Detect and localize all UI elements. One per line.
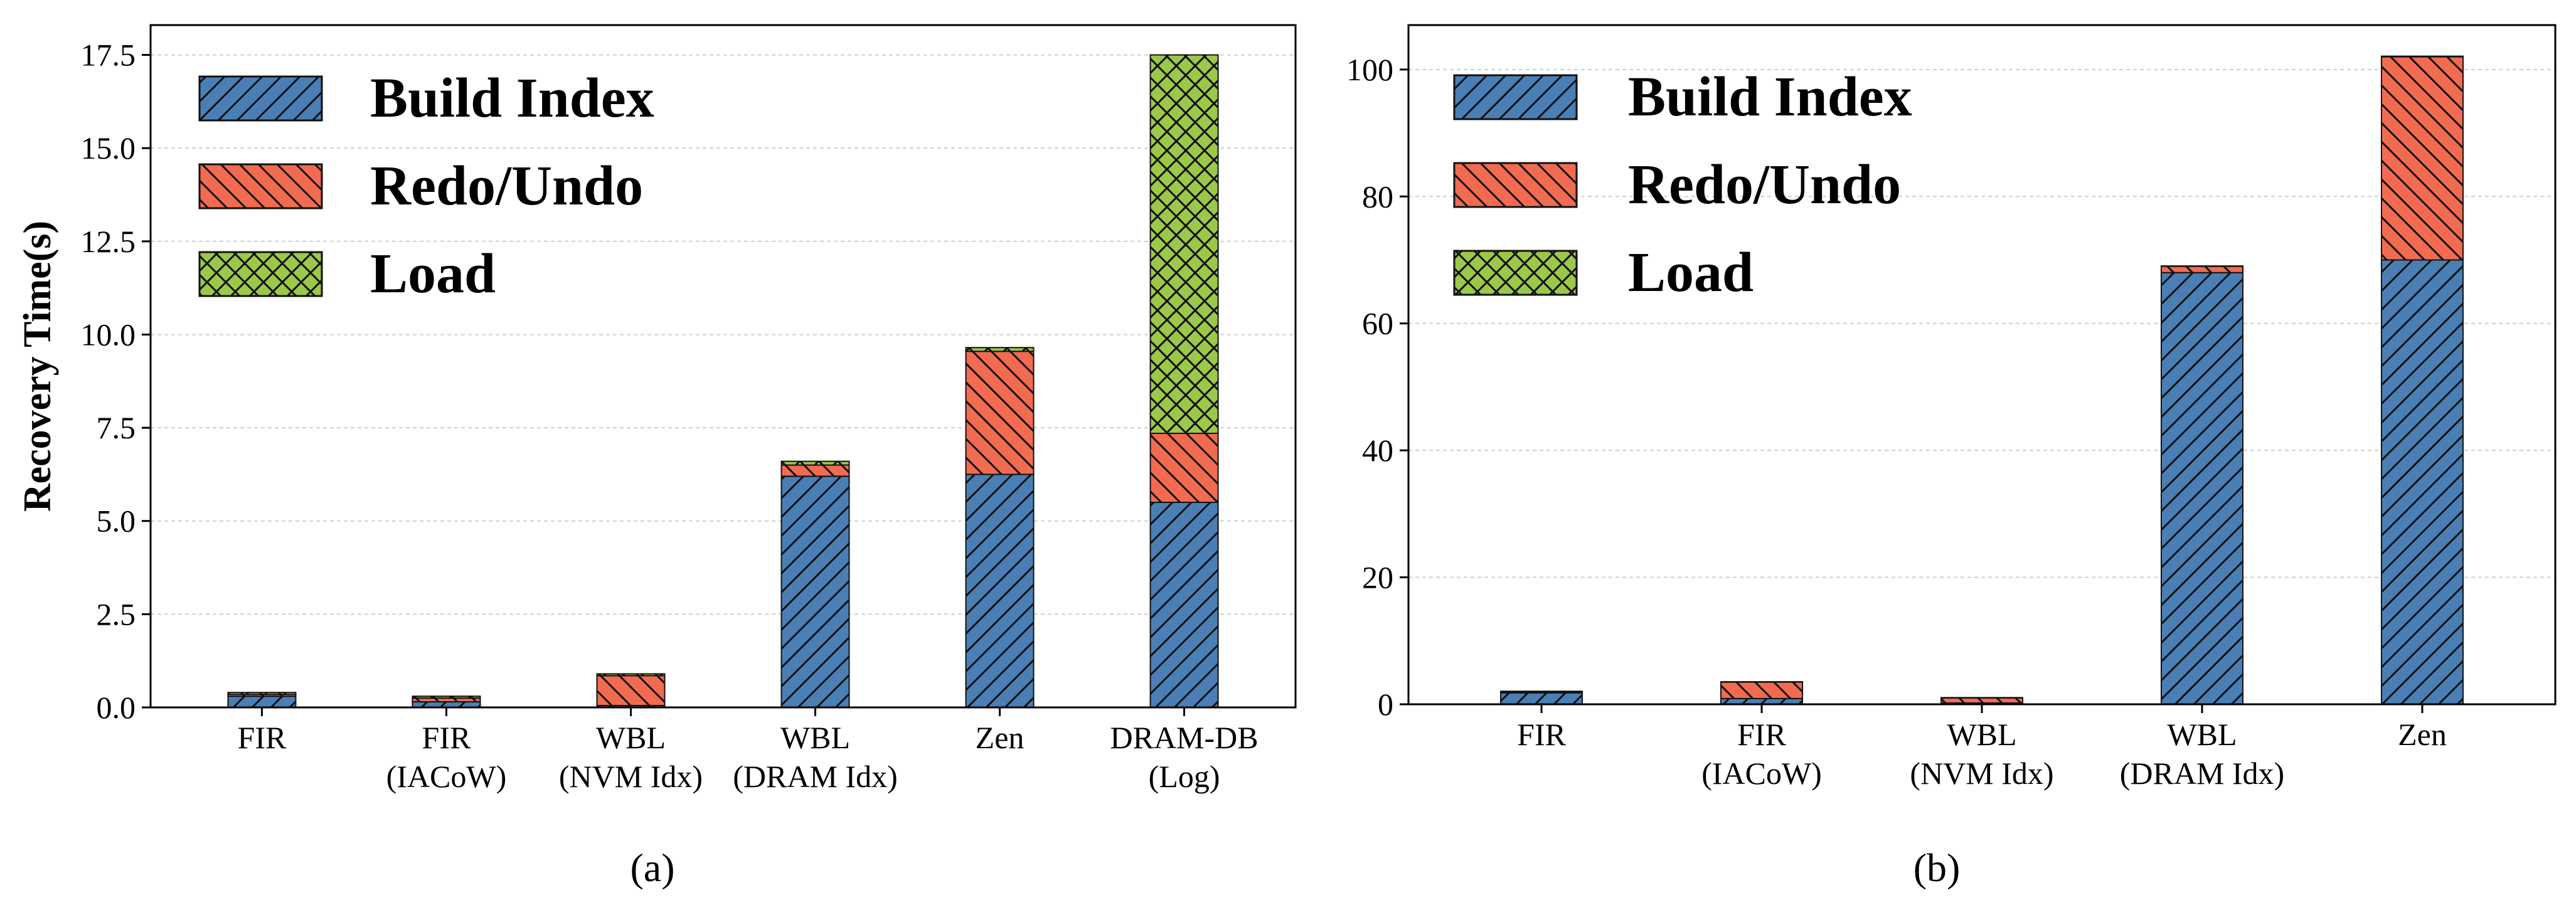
bar-redo — [1150, 433, 1218, 503]
legend-label-redo: Redo/Undo — [1628, 154, 1901, 216]
bar-redo — [2381, 56, 2463, 260]
bar-load — [2161, 266, 2243, 267]
y-tick-label: 5.0 — [97, 504, 136, 539]
legend-label-load: Load — [370, 243, 496, 305]
bar-build — [1721, 698, 1803, 704]
bar-build — [2161, 272, 2243, 705]
x-tick-label: (NVM Idx) — [1910, 756, 2053, 791]
x-tick-label: WBL — [780, 720, 850, 755]
y-tick-label: 100 — [1346, 52, 1393, 87]
bar-redo — [2161, 266, 2243, 273]
bar-redo — [966, 351, 1034, 475]
bar-build — [1501, 692, 1583, 704]
legend-swatch-redo — [1453, 162, 1578, 208]
bar-build — [781, 476, 849, 707]
panel-caption: (a) — [630, 845, 674, 890]
x-tick-label: Zen — [2398, 717, 2447, 752]
legend-swatch-load — [1453, 250, 1578, 296]
panel-caption: (b) — [1913, 845, 1961, 890]
bar-redo — [1721, 682, 1803, 699]
bar-load — [1150, 55, 1218, 434]
x-tick-label: WBL — [1947, 717, 2016, 752]
bar-load — [2381, 56, 2463, 57]
y-tick-label: 7.5 — [97, 410, 136, 445]
legend-label-load: Load — [1628, 241, 1754, 304]
x-tick-label: WBL — [596, 720, 666, 755]
y-tick-label: 0.0 — [97, 690, 136, 725]
x-tick-label: WBL — [2167, 717, 2237, 752]
y-tick-label: 20 — [1362, 560, 1393, 595]
x-tick-label: (IACoW) — [1701, 756, 1822, 791]
y-tick-label: 80 — [1362, 179, 1393, 214]
bar-redo — [1501, 691, 1583, 693]
bar-load — [597, 674, 665, 676]
y-tick-label: 15.0 — [81, 130, 136, 166]
y-tick-label: 10.0 — [81, 317, 136, 352]
y-tick-label: 60 — [1362, 306, 1393, 341]
bar-load — [966, 347, 1034, 352]
bar-build — [228, 696, 296, 707]
bar-load — [1941, 697, 2023, 698]
x-tick-label: FIR — [422, 720, 471, 755]
legend-label-redo: Redo/Undo — [370, 155, 643, 217]
legend-label-build: Build Index — [1628, 66, 1912, 128]
bar-build — [1150, 502, 1218, 707]
x-tick-label: FIR — [1737, 717, 1786, 752]
bar-load — [412, 696, 481, 699]
x-tick-label: DRAM-DB — [1110, 720, 1258, 755]
bar-build — [966, 474, 1034, 707]
x-tick-label: FIR — [1517, 717, 1566, 752]
x-tick-label: (IACoW) — [386, 759, 507, 794]
bar-redo — [228, 694, 296, 697]
x-tick-label: (DRAM Idx) — [2120, 756, 2284, 791]
plot-frame — [1407, 24, 2557, 706]
y-tick-label: 2.5 — [97, 596, 136, 632]
x-tick-label: (NVM Idx) — [559, 759, 703, 794]
x-tick-label: Zen — [976, 720, 1025, 755]
bar-build — [412, 702, 481, 707]
plot-frame — [149, 24, 1297, 709]
y-tick-label: 40 — [1362, 433, 1393, 468]
bar-redo — [781, 465, 849, 477]
legend-swatch-build — [198, 75, 323, 122]
bar-redo — [597, 675, 665, 706]
bar-load — [228, 692, 296, 695]
legend-label-build: Build Index — [370, 67, 654, 129]
bar-load — [1501, 691, 1583, 692]
chart-panel-a: 0.0 2.5 5.0 7.5 10.0 12.5 15.0 17.5 FIR FIR (IACoW… — [16, 24, 1297, 890]
bar-load — [781, 461, 849, 465]
x-tick-label: (DRAM Idx) — [733, 759, 897, 794]
y-axis-label: Recovery Time(s) — [16, 221, 59, 512]
x-tick-label: FIR — [238, 720, 287, 755]
y-tick-label: 0 — [1378, 687, 1393, 722]
legend-swatch-build — [1453, 74, 1578, 120]
legend-swatch-load — [198, 251, 323, 297]
legend-swatch-redo — [198, 163, 323, 209]
bar-build — [2381, 260, 2463, 704]
chart-panel-b: 0 20 40 60 80 100 FIR FIR (IACoW) WBL (NVM Idx) WBL… — [1346, 24, 2557, 890]
bar-redo — [1941, 697, 2023, 703]
x-tick-label: (Log) — [1149, 759, 1220, 794]
y-tick-label: 12.5 — [81, 224, 136, 259]
y-tick-label: 17.5 — [81, 38, 136, 73]
bar-redo — [412, 698, 481, 702]
